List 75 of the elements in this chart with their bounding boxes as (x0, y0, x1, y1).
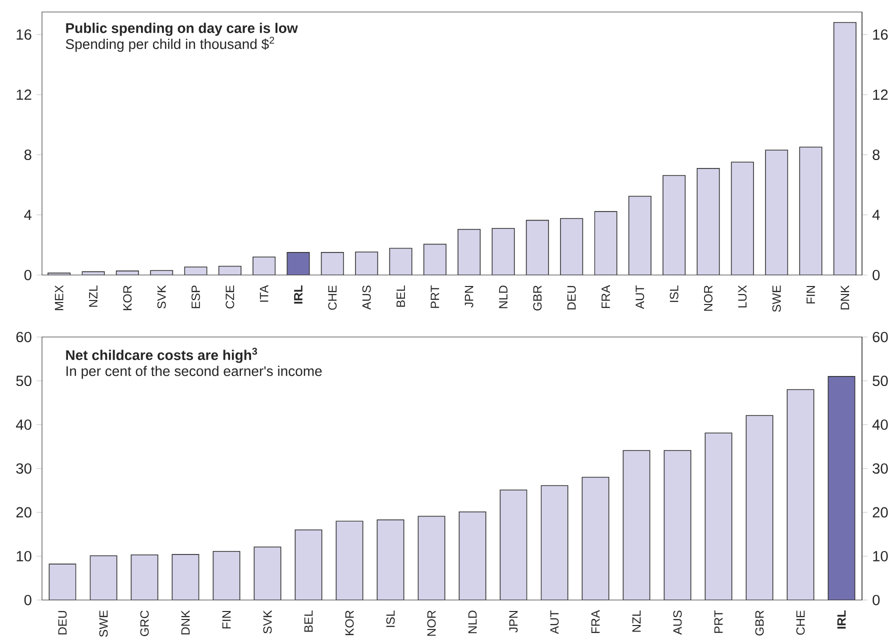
y-tick-label: 16 (16, 29, 32, 40)
x-tick-label: MEX (54, 285, 64, 310)
text: Public spending on day care is low (66, 22, 298, 36)
x-tick-label: CHE (328, 286, 337, 310)
y-tick-label: 0 (24, 270, 32, 280)
x-tick-label: NZL (89, 285, 98, 307)
y-tick-label: 50 (872, 376, 888, 386)
x-tick-label: AUT (550, 610, 559, 634)
y-tick-label: 10 (873, 550, 888, 562)
y-tick-label: 12 (16, 90, 32, 100)
y-tick-label: 30 (872, 463, 888, 474)
bar (184, 266, 208, 275)
bar (418, 516, 446, 600)
x-tick-label: AUT (636, 285, 644, 310)
x-tick-label: JPN (509, 611, 518, 633)
bar (48, 564, 76, 600)
x-tick-label: BEL (304, 610, 313, 632)
x-tick-label: GBR (755, 610, 764, 636)
x-tick-label: SWE (772, 286, 781, 312)
x-tick-label: SVK (157, 285, 166, 309)
x-tick-label: NZL (632, 610, 641, 632)
y-tick-label: 60 (872, 332, 888, 342)
x-tick-label: GRC (140, 610, 149, 636)
bar (799, 146, 822, 275)
x-tick-label: IRL (294, 285, 302, 304)
x-tick-label: GBR (533, 286, 542, 310)
x-tick-label: ITA (260, 285, 268, 302)
x-tick-label: FRA (591, 610, 600, 634)
x-tick-label: FRA (602, 285, 610, 308)
bar (492, 228, 515, 275)
y-tick-label: 8 (24, 150, 32, 160)
x-tick-label: SWE (99, 610, 108, 637)
x-tick-label: ISL (386, 610, 395, 627)
bar (622, 450, 650, 600)
y-tick-label: 0 (872, 594, 880, 606)
bar (540, 485, 568, 600)
x-tick-label: NOR (427, 610, 436, 636)
x-tick-label: CHE (796, 610, 805, 635)
x-tick-label: PRT (714, 610, 723, 633)
x-tick-label: LUX (738, 285, 747, 308)
y-tick-label: 20 (872, 507, 888, 518)
x-tick-label: DNK (181, 610, 190, 634)
bar (696, 168, 720, 275)
x-tick-label: IRL (837, 610, 846, 629)
bar (423, 244, 446, 275)
x-tick-label: FIN (806, 286, 815, 304)
text: Net childcare costs are high$^{3}$ (66, 348, 258, 363)
x-tick-label: ESP (192, 286, 200, 308)
x-tick-label: BEL (396, 285, 405, 307)
bar (286, 252, 310, 275)
text: In per cent of the second earner's income (66, 366, 322, 379)
y-tick-label: 40 (872, 419, 888, 430)
x-tick-label: NLD (499, 286, 508, 308)
x-tick-label: DEU (567, 286, 576, 310)
x-tick-label: NLD (468, 610, 477, 634)
x-tick-label: ISL (670, 285, 678, 302)
x-tick-label: KOR (123, 286, 132, 310)
bar (218, 266, 242, 275)
x-tick-label: FIN (222, 611, 231, 628)
bar (746, 415, 774, 600)
x-tick-label: AUS (362, 286, 371, 310)
x-tick-label: PRT (430, 285, 440, 308)
x-tick-label: CZE (226, 286, 234, 308)
x-tick-label: SVK (263, 610, 272, 634)
x-tick-label: JPN (464, 286, 474, 308)
bar (116, 270, 139, 275)
y-tick-label: 4 (24, 210, 32, 220)
x-tick-label: AUS (673, 610, 682, 635)
text: Spending per child in thousand $$^{2}$ (66, 36, 274, 52)
x-tick-label: KOR (345, 610, 354, 636)
x-tick-label: DNK (840, 285, 850, 310)
bar (628, 196, 652, 275)
bar (294, 529, 322, 600)
x-tick-label: NOR (704, 286, 713, 311)
x-tick-label: DEU (58, 610, 67, 634)
